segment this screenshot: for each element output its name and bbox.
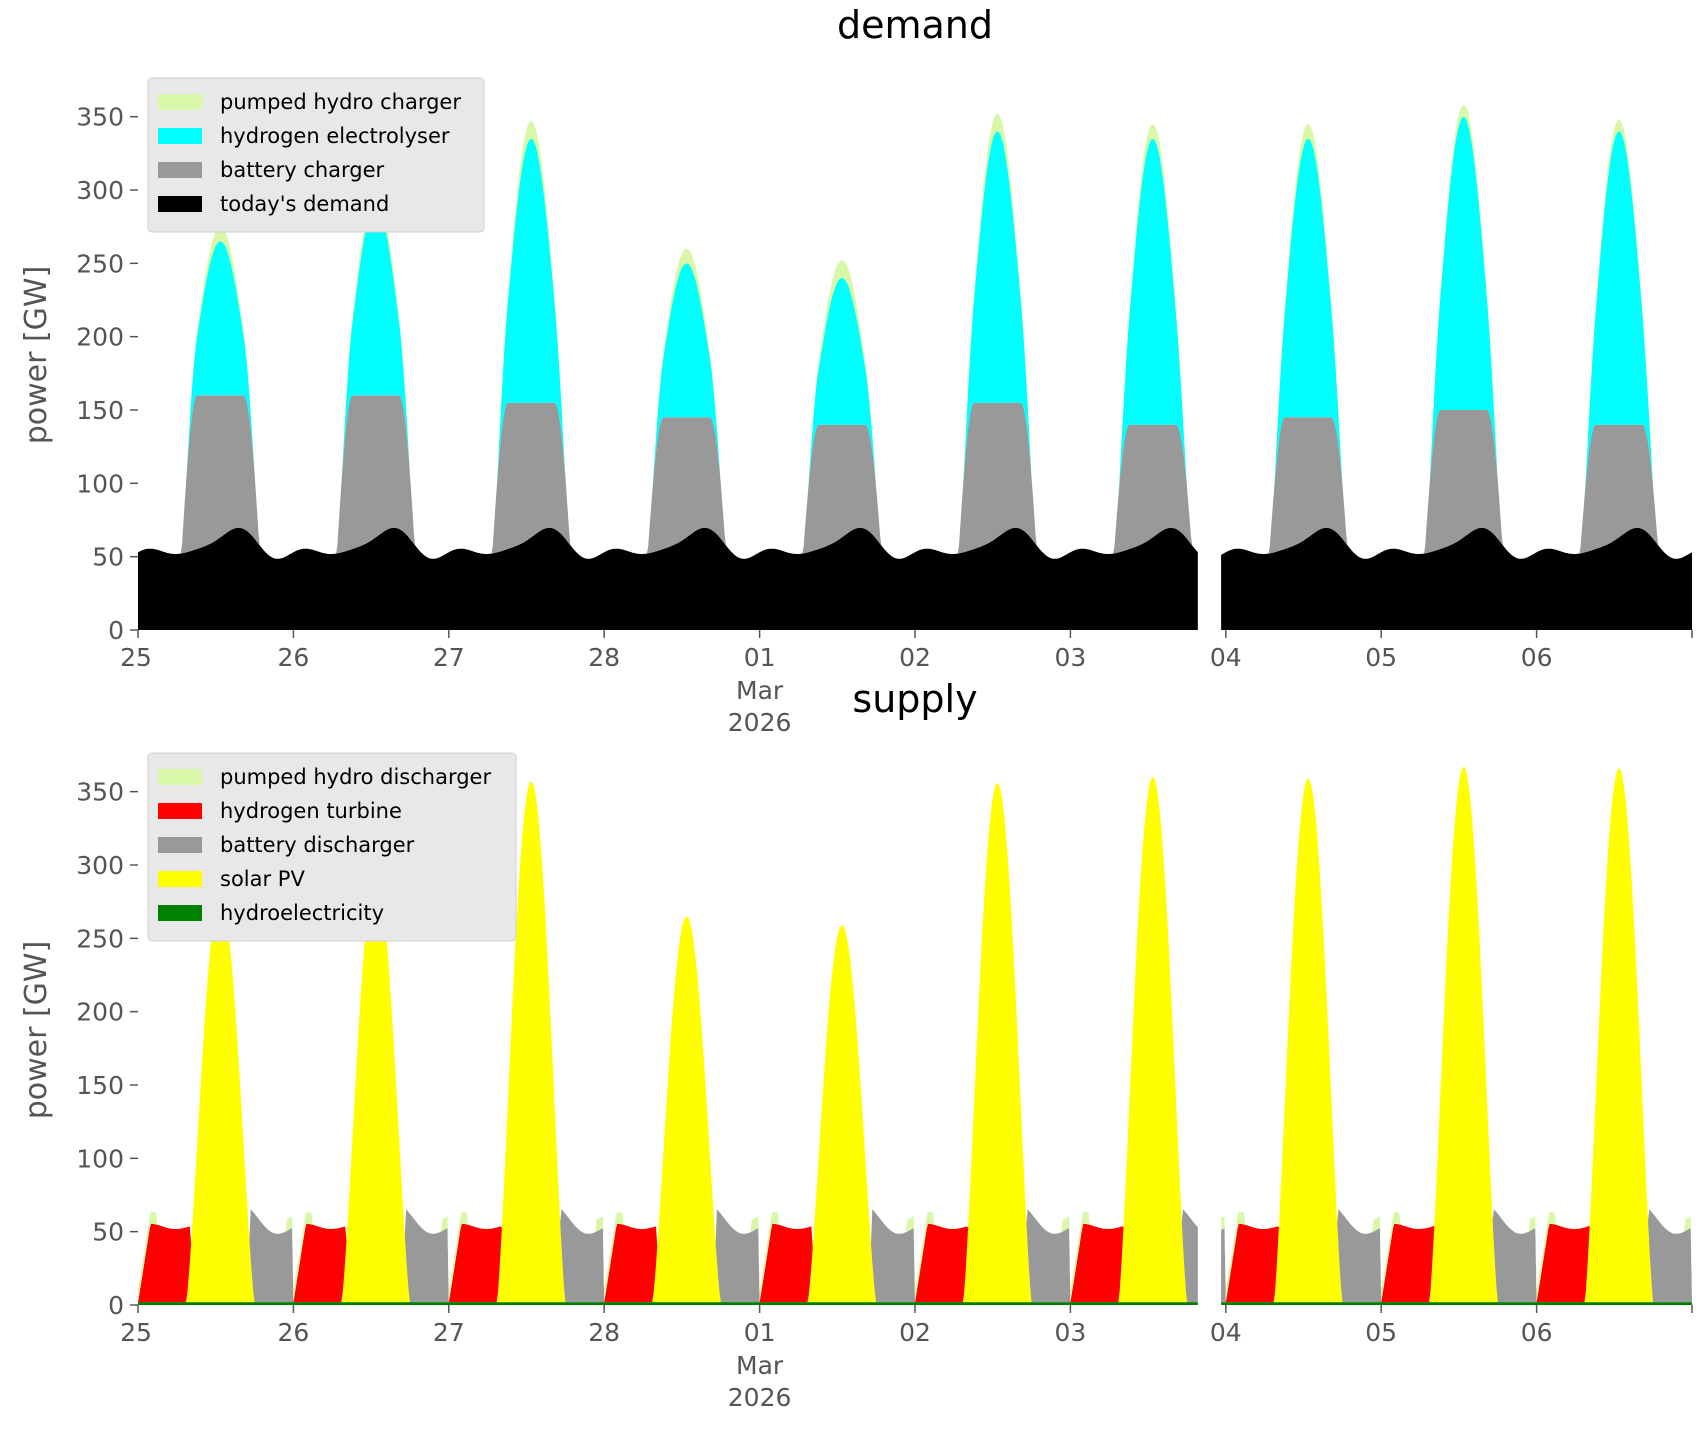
demand-legend-swatch xyxy=(158,162,202,178)
demand-xtick-label: 05 xyxy=(1365,643,1397,672)
demand-ytick-label: 250 xyxy=(76,249,124,278)
supply-ytick-label: 150 xyxy=(76,1071,124,1100)
demand-legend-swatch xyxy=(158,128,202,144)
supply-xtick-label: 02 xyxy=(899,1318,931,1347)
supply-xtick-year: 2026 xyxy=(728,1383,792,1412)
demand-ytick-label: 200 xyxy=(76,323,124,352)
demand-xtick-label: 06 xyxy=(1521,643,1553,672)
supply-legend-swatch xyxy=(158,803,202,819)
demand-legend: pumped hydro charger hydrogen electrolyse… xyxy=(147,77,485,233)
supply-xtick-label: 01 xyxy=(744,1318,776,1347)
demand-plot-area xyxy=(138,105,1692,630)
supply-legend-label: pumped hydro discharger xyxy=(220,765,491,789)
supply-legend-swatch xyxy=(158,837,202,853)
demand-ytick-label: 350 xyxy=(76,103,124,132)
demand-xtick-label: 26 xyxy=(277,643,309,672)
demand-xtick-year: 2026 xyxy=(728,708,792,737)
demand-xtick-label: 03 xyxy=(1054,643,1086,672)
supply-legend-box xyxy=(147,752,517,942)
supply-xtick-label: 05 xyxy=(1365,1318,1397,1347)
supply-legend-swatch xyxy=(158,871,202,887)
supply-ytick-label: 200 xyxy=(76,998,124,1027)
supply-legend-swatch xyxy=(158,769,202,785)
supply-xtick-month: Mar xyxy=(736,1351,784,1380)
demand-xtick-label: 25 xyxy=(120,643,152,672)
demand-xtick-label: 02 xyxy=(899,643,931,672)
demand-xtick-label: 01 xyxy=(744,643,776,672)
supply-legend-label: hydroelectricity xyxy=(220,901,384,925)
demand-area-battery-charger xyxy=(138,395,1692,559)
demand-area-today-s-demand xyxy=(138,527,1692,630)
supply-xtick-label: 27 xyxy=(433,1318,465,1347)
supply-ytick-label: 250 xyxy=(76,924,124,953)
demand-xtick-label: 04 xyxy=(1210,643,1242,672)
supply-title: supply xyxy=(852,677,977,721)
demand-legend-label: battery charger xyxy=(220,158,385,182)
demand-xtick-month: Mar xyxy=(736,676,784,705)
supply-legend-label: battery discharger xyxy=(220,833,415,857)
supply-area-solar-pv xyxy=(138,766,1692,1303)
supply-ytick-label: 0 xyxy=(108,1291,124,1320)
supply-legend-swatch xyxy=(158,905,202,921)
demand-legend-box xyxy=(147,77,485,233)
supply-ytick-label: 100 xyxy=(76,1144,124,1173)
supply-xtick-label: 25 xyxy=(120,1318,152,1347)
supply-legend: pumped hydro discharger hydrogen turbine b… xyxy=(147,752,517,942)
supply-area-hydroelectricity xyxy=(138,1302,1692,1305)
demand-xtick-label: 27 xyxy=(433,643,465,672)
supply-plot-area xyxy=(138,766,1692,1305)
demand-ytick-label: 100 xyxy=(76,469,124,498)
supply-ytick-label: 300 xyxy=(76,851,124,880)
supply-ytick-label: 50 xyxy=(92,1218,124,1247)
demand-legend-swatch xyxy=(158,94,202,110)
demand-legend-label: pumped hydro charger xyxy=(220,90,461,114)
supply-ytick-label: 350 xyxy=(76,778,124,807)
demand-ytick-label: 0 xyxy=(108,616,124,645)
supply-legend-label: solar PV xyxy=(220,867,305,891)
demand-legend-label: today's demand xyxy=(220,192,389,216)
demand-ytick-label: 150 xyxy=(76,396,124,425)
supply-xtick-label: 06 xyxy=(1521,1318,1553,1347)
demand-legend-swatch xyxy=(158,196,202,212)
supply-xtick-label: 04 xyxy=(1210,1318,1242,1347)
demand-legend-label: hydrogen electrolyser xyxy=(220,124,450,148)
demand-ytick-label: 50 xyxy=(92,543,124,572)
demand-area-hydrogen-electrolyser xyxy=(138,116,1692,559)
demand-ytick-label: 300 xyxy=(76,176,124,205)
supply-legend-label: hydrogen turbine xyxy=(220,799,402,823)
demand-ylabel: power [GW] xyxy=(19,266,54,445)
supply-xtick-label: 03 xyxy=(1054,1318,1086,1347)
supply-xtick-label: 28 xyxy=(588,1318,620,1347)
supply-ylabel: power [GW] xyxy=(19,941,54,1120)
demand-xtick-label: 28 xyxy=(588,643,620,672)
supply-xtick-label: 26 xyxy=(277,1318,309,1347)
demand-title: demand xyxy=(837,3,993,47)
